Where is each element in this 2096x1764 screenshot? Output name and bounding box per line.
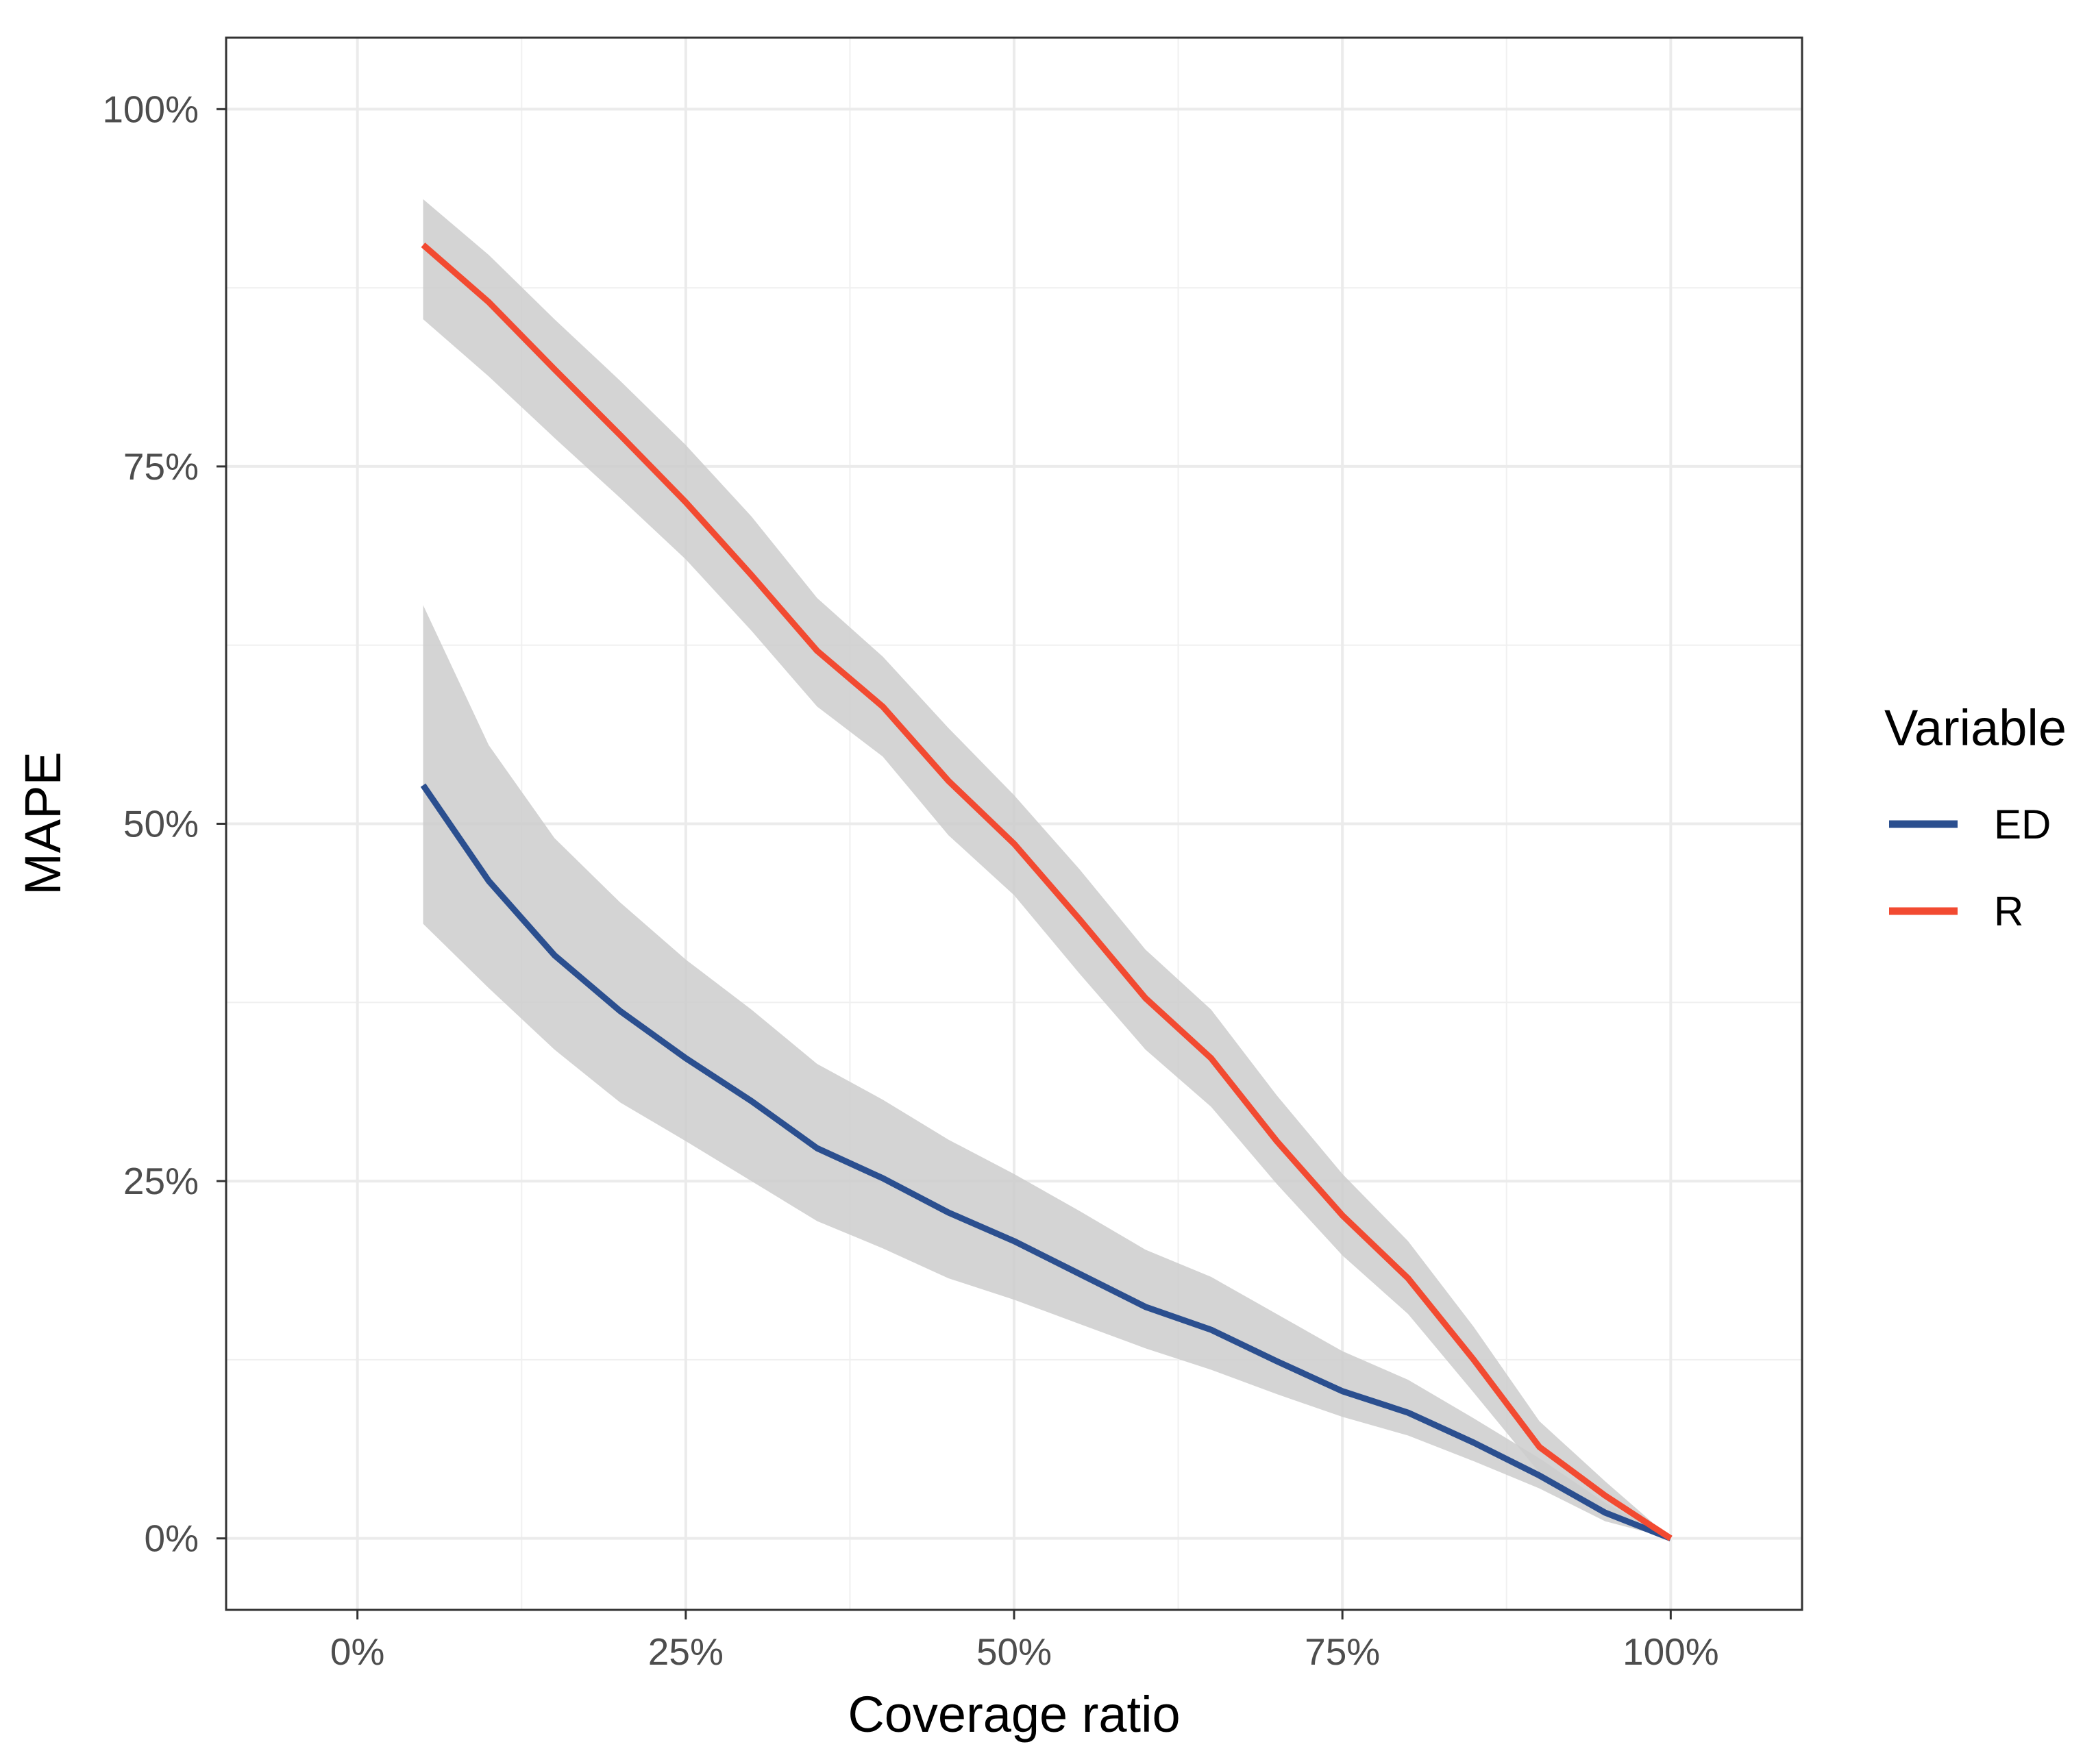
y-tick-label: 25% — [123, 1160, 199, 1202]
x-tick-label: 25% — [648, 1630, 724, 1673]
x-axis-ticks: 0% 25% 50% 75% 100% — [330, 1610, 1719, 1673]
series-line-ed — [420, 783, 1672, 1541]
legend-items: ED R — [1889, 802, 2051, 934]
series-line-r — [421, 243, 1673, 1541]
confidence-band-ed — [423, 605, 1671, 1539]
legend-label: R — [1994, 889, 2023, 934]
y-axis-ticks: 0% 25% 50% 75% 100% — [102, 88, 226, 1560]
x-tick-label: 75% — [1305, 1630, 1380, 1673]
series-lines — [420, 243, 1673, 1541]
y-tick-label: 75% — [123, 445, 199, 488]
y-tick-label: 50% — [123, 803, 199, 845]
confidence-band-r — [423, 199, 1671, 1539]
y-tick-label: 0% — [145, 1517, 199, 1560]
legend-label: ED — [1994, 802, 2051, 847]
x-tick-label: 50% — [976, 1630, 1052, 1673]
confidence-bands — [423, 199, 1671, 1539]
x-tick-label: 0% — [330, 1630, 385, 1673]
legend: Variable ED R — [1884, 699, 2067, 934]
legend-item-r: R — [1889, 889, 2023, 934]
legend-title: Variable — [1884, 699, 2067, 756]
legend-item-ed: ED — [1889, 802, 2051, 847]
x-tick-label: 100% — [1623, 1630, 1719, 1673]
y-axis-title: MAPE — [14, 751, 71, 895]
x-axis-title: Coverage ratio — [848, 1686, 1180, 1743]
y-tick-label: 100% — [102, 88, 199, 130]
